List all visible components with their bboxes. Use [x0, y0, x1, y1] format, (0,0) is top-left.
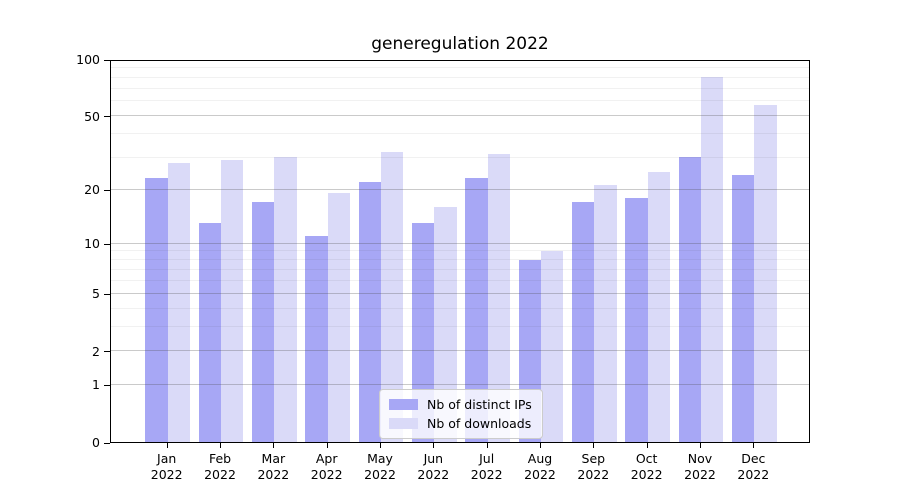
y-tick-label-10: 10	[84, 236, 100, 251]
x-tick-label-jun: Jun 2022	[417, 451, 450, 482]
bar-apr-downloads	[327, 193, 351, 442]
bar-mar-distinct-ips	[251, 202, 275, 442]
y-tick-label-2: 2	[92, 343, 100, 359]
x-tick-label-nov: Nov 2022	[684, 451, 716, 482]
x-tick-mar	[273, 443, 275, 448]
x-tick-may	[380, 443, 381, 448]
bar-nov-distinct-ips	[678, 157, 701, 442]
y-tick-label-100: 100	[76, 52, 100, 67]
y-tick-0	[104, 442, 110, 444]
x-tick-label-aug: Aug 2022	[524, 451, 556, 482]
x-tick-label-sep: Sep 2022	[577, 451, 610, 482]
y-tick-1	[104, 384, 110, 386]
y-tick-100	[104, 59, 110, 61]
y-tick-20	[104, 189, 110, 191]
bar-may-downloads	[381, 151, 404, 442]
y-tick-5	[104, 293, 110, 295]
x-tick-feb	[220, 443, 222, 448]
y-tick-10	[104, 243, 110, 245]
x-tick-label-jul: Jul 2022	[470, 451, 503, 482]
bar-feb-distinct-ips	[198, 223, 222, 442]
bar-oct-downloads	[647, 171, 671, 442]
y-tick-label-50: 50	[84, 108, 100, 124]
x-tick-nov	[699, 443, 701, 448]
bar-oct-distinct-ips	[625, 197, 648, 442]
x-tick-dec	[753, 443, 755, 448]
bar-jul-downloads	[487, 154, 511, 442]
y-tick-label-0: 0	[92, 435, 100, 450]
legend-label-downloads: Nb of downloads	[427, 416, 532, 431]
x-tick-label-feb: Feb 2022	[204, 451, 236, 482]
legend: Nb of distinct IPs Nb of downloads	[379, 389, 543, 439]
bar-dec-distinct-ips	[731, 174, 755, 442]
bar-jun-distinct-ips	[411, 223, 435, 442]
bar-jul-distinct-ips	[465, 178, 488, 442]
bar-jan-downloads	[167, 162, 191, 442]
x-tick-jun	[433, 443, 435, 448]
legend-entry-distinct-ips: Nb of distinct IPs	[389, 397, 532, 412]
bar-feb-downloads	[221, 159, 244, 442]
bar-sep-distinct-ips	[571, 202, 595, 442]
x-tick-apr	[326, 443, 328, 448]
bar-jun-downloads	[434, 206, 457, 442]
bar-sep-downloads	[594, 185, 617, 442]
bar-may-distinct-ips	[358, 181, 381, 442]
x-tick-oct	[646, 443, 648, 448]
y-tick-label-1: 1	[92, 377, 100, 393]
bars-layer	[111, 61, 809, 442]
y-tick-label-5: 5	[92, 286, 100, 302]
x-tick-label-jan: Jan 2022	[150, 451, 183, 482]
x-tick-sep	[593, 443, 595, 448]
x-tick-label-mar: Mar 2022	[257, 451, 290, 482]
x-tick-label-apr: Apr 2022	[310, 451, 343, 482]
legend-swatch-downloads	[389, 418, 418, 429]
plot-area: Nb of distinct IPs Nb of downloads	[110, 60, 810, 443]
x-tick-label-oct: Oct 2022	[630, 451, 663, 482]
x-tick-label-dec: Dec 2022	[737, 451, 770, 482]
x-tick-label-may: May 2022	[364, 451, 396, 482]
x-tick-jul	[486, 443, 488, 448]
y-tick-50	[104, 116, 110, 118]
y-tick-2	[104, 351, 110, 353]
x-tick-aug	[539, 443, 541, 448]
bar-aug-downloads	[540, 250, 564, 442]
bar-mar-downloads	[274, 157, 297, 442]
x-tick-jan	[166, 443, 168, 448]
legend-entry-downloads: Nb of downloads	[389, 416, 532, 431]
bar-nov-downloads	[700, 77, 724, 442]
y-tick-label-20: 20	[84, 182, 100, 198]
bar-dec-downloads	[754, 105, 777, 442]
legend-swatch-distinct-ips	[389, 399, 418, 410]
chart-title: generegulation 2022	[371, 34, 549, 54]
legend-label-distinct-ips: Nb of distinct IPs	[427, 397, 532, 412]
bar-jan-distinct-ips	[145, 178, 168, 442]
bar-apr-distinct-ips	[305, 235, 328, 442]
